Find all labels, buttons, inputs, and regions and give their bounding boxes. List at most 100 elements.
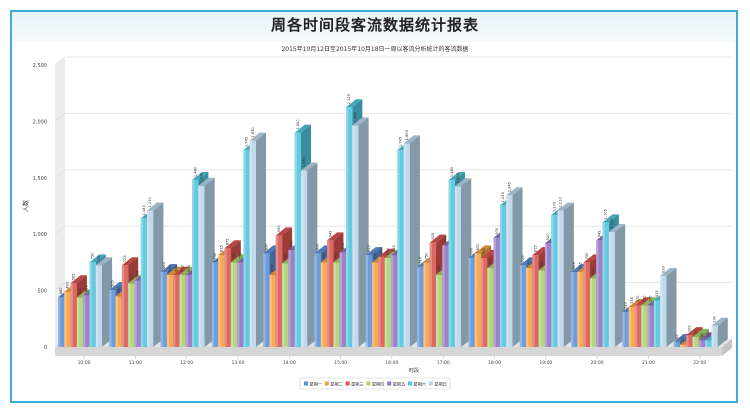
data-label: 740 bbox=[283, 253, 287, 261]
bar-front bbox=[76, 297, 84, 347]
bar-front bbox=[230, 262, 238, 347]
bar-front bbox=[493, 237, 500, 347]
bar-highlight bbox=[243, 150, 246, 347]
data-label: 700 bbox=[527, 257, 531, 265]
bar-front bbox=[263, 253, 270, 347]
bar-highlight bbox=[352, 125, 355, 348]
bar-highlight bbox=[301, 170, 304, 347]
bar-highlight bbox=[679, 344, 683, 347]
bar-top bbox=[634, 297, 652, 306]
bar-front bbox=[551, 215, 558, 347]
bar-highlight bbox=[692, 336, 695, 347]
data-label: 725 bbox=[97, 255, 101, 262]
bar-highlight bbox=[134, 280, 137, 347]
bar-highlight bbox=[705, 340, 708, 347]
legend-item: 星期四 bbox=[366, 381, 384, 388]
bar-highlight bbox=[230, 262, 234, 347]
bar-group: 830 640 990 740 860 1,900 1,565 bbox=[263, 119, 318, 348]
data-label: 925 bbox=[431, 233, 435, 240]
data-label: 1,170 bbox=[552, 201, 556, 212]
bar-front bbox=[211, 262, 219, 347]
bar-front bbox=[83, 295, 90, 347]
data-label: 815 bbox=[367, 245, 371, 252]
data-label: 680 bbox=[540, 260, 544, 268]
bar-front bbox=[660, 275, 667, 347]
data-label: 20 bbox=[681, 336, 685, 341]
bar-highlight bbox=[589, 278, 593, 347]
bar-highlight bbox=[288, 249, 291, 347]
bar-top bbox=[327, 232, 344, 241]
bar-front bbox=[327, 240, 334, 347]
data-label: 815 bbox=[392, 245, 396, 252]
bar-top bbox=[698, 332, 716, 341]
data-label: 990 bbox=[277, 225, 281, 233]
bar-top bbox=[608, 223, 626, 232]
bar-highlight bbox=[121, 265, 125, 347]
data-label: 665 bbox=[572, 262, 576, 269]
bar-front bbox=[679, 344, 687, 347]
bar-highlight bbox=[448, 180, 451, 347]
y-tick-label: 1,500 bbox=[33, 176, 47, 182]
bar-highlight bbox=[391, 255, 394, 347]
bar-front bbox=[429, 242, 437, 347]
bar-front bbox=[499, 205, 507, 347]
legend-item: 星期五 bbox=[387, 381, 405, 388]
bar-front bbox=[282, 263, 289, 347]
legend-swatch bbox=[324, 381, 329, 386]
data-label: 750 bbox=[373, 252, 377, 260]
bar-highlight bbox=[577, 271, 580, 347]
bar-top bbox=[294, 124, 312, 133]
bar-highlight bbox=[249, 140, 252, 347]
bar-highlight bbox=[147, 210, 150, 347]
bar-highlight bbox=[83, 295, 86, 347]
data-label: 1,900 bbox=[296, 119, 300, 130]
bar-front bbox=[320, 262, 328, 347]
legend-label: 星期二 bbox=[330, 382, 343, 388]
legend-swatch bbox=[428, 381, 433, 386]
gridline-side bbox=[54, 225, 66, 235]
bar-top bbox=[147, 202, 164, 211]
bar-front bbox=[532, 255, 539, 347]
data-label: 750 bbox=[425, 252, 429, 260]
data-label: 450 bbox=[117, 286, 121, 294]
bar-top bbox=[686, 327, 703, 336]
bar: 190 bbox=[711, 315, 728, 347]
legend-item: 星期日 bbox=[428, 381, 447, 388]
bar-front bbox=[192, 180, 199, 347]
bar-top bbox=[571, 263, 588, 272]
bar-highlight bbox=[89, 262, 92, 347]
bar-highlight bbox=[378, 256, 381, 347]
bar-front bbox=[275, 235, 283, 347]
bar-highlight bbox=[320, 262, 324, 347]
bar-highlight bbox=[487, 268, 490, 347]
data-label: 840 bbox=[341, 242, 345, 250]
bar-highlight bbox=[218, 255, 221, 347]
bar-front bbox=[608, 231, 616, 347]
legend-label: 星期日 bbox=[434, 382, 447, 388]
bar-highlight bbox=[76, 297, 80, 347]
bar-front bbox=[647, 305, 654, 347]
bar-highlight bbox=[173, 274, 176, 347]
bar-highlight bbox=[686, 335, 689, 347]
data-label: 750 bbox=[585, 252, 589, 260]
data-label: 505 bbox=[110, 280, 114, 287]
bar-highlight bbox=[160, 271, 163, 347]
y-tick-label: 2,500 bbox=[33, 63, 47, 69]
bar-top bbox=[160, 263, 177, 272]
bar-front bbox=[314, 253, 321, 347]
bar-highlight bbox=[474, 253, 477, 347]
bar-highlight bbox=[269, 274, 272, 347]
bar-front bbox=[64, 291, 71, 347]
bar-front bbox=[384, 257, 392, 347]
bar-front bbox=[468, 257, 475, 347]
bar-front bbox=[544, 243, 552, 347]
bar-front bbox=[454, 186, 462, 347]
bar-top bbox=[275, 227, 293, 236]
legend-swatch bbox=[345, 381, 350, 386]
bar-highlight bbox=[673, 341, 676, 347]
bar-highlight bbox=[454, 186, 458, 347]
